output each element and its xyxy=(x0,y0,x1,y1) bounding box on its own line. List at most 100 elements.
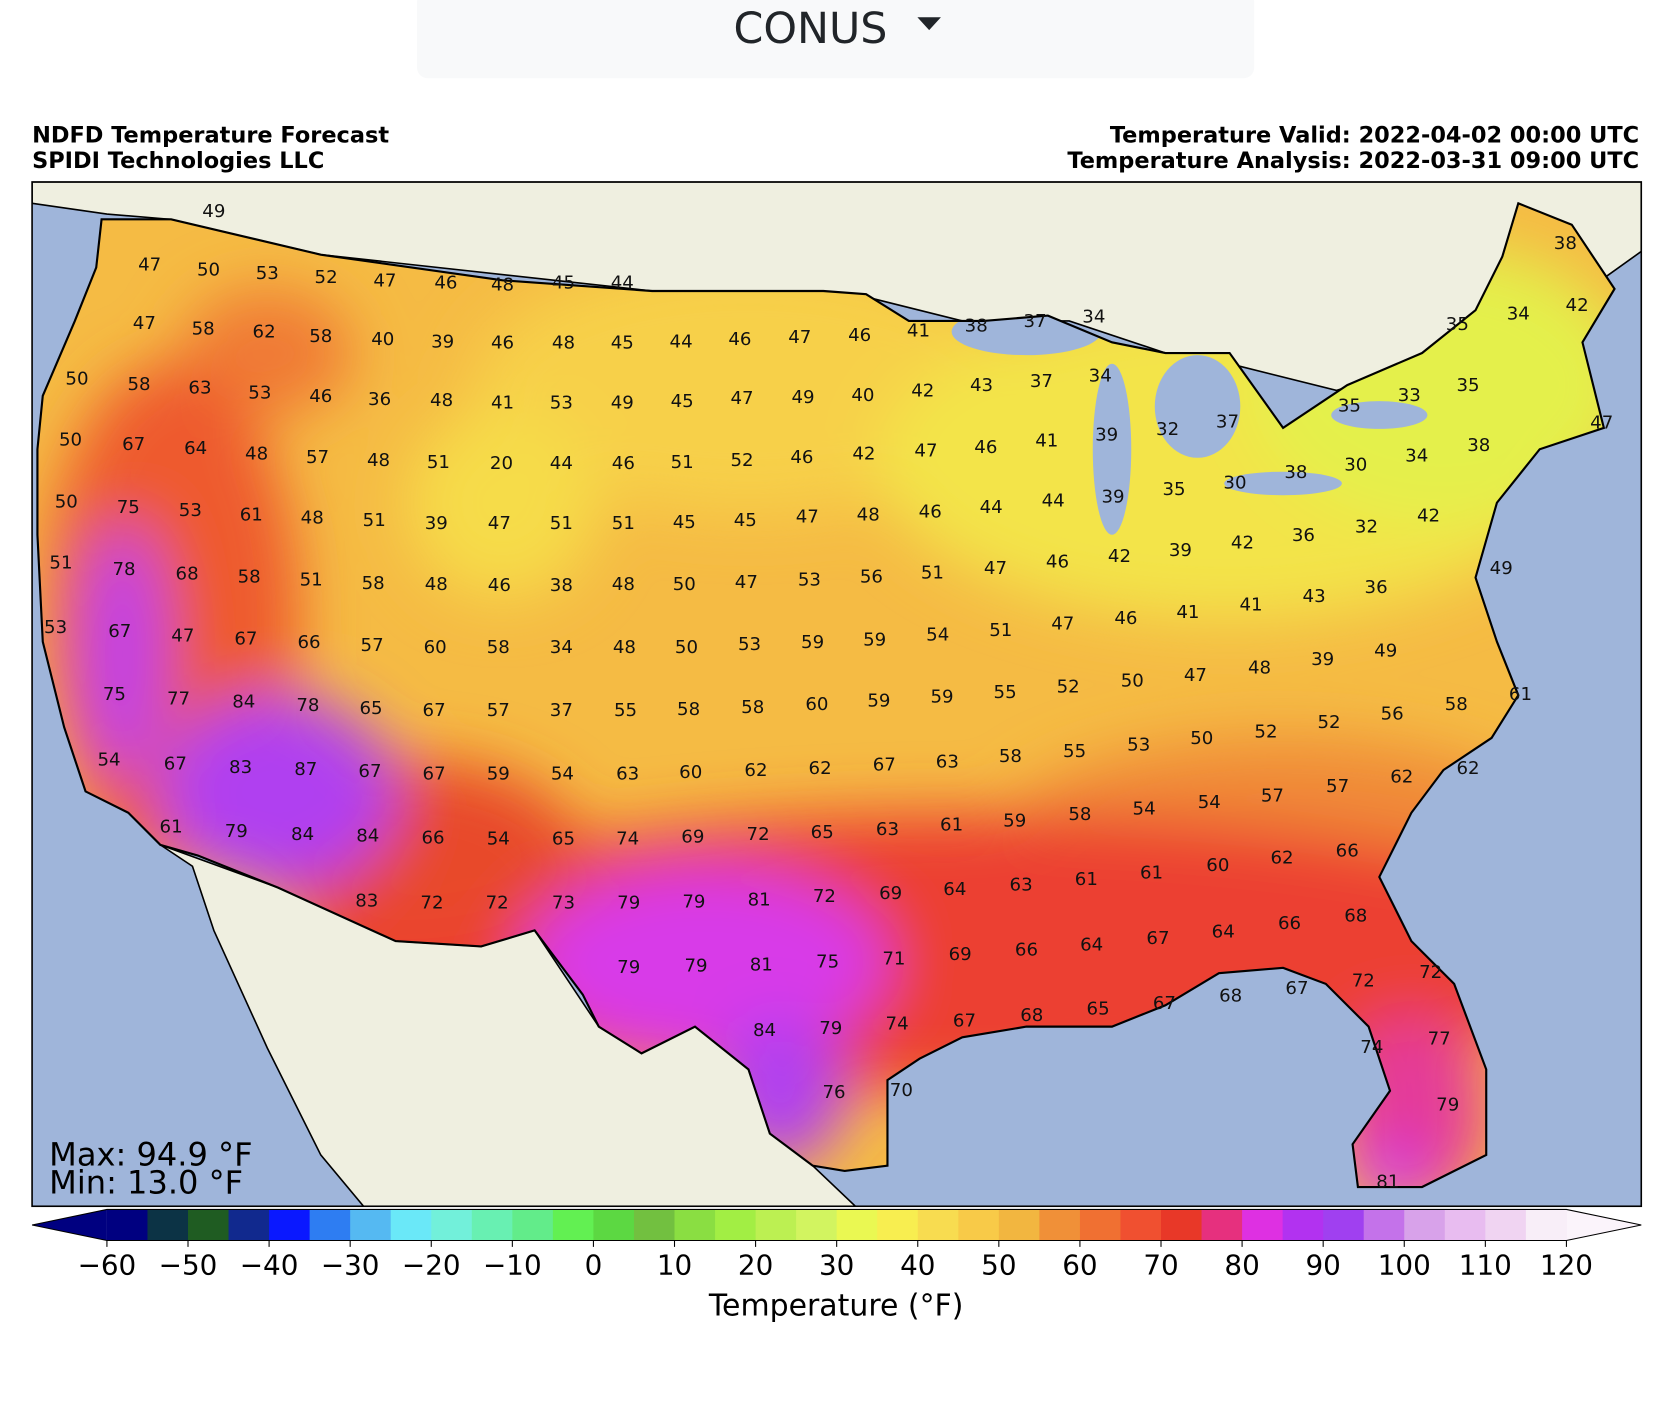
colorbar-bin xyxy=(1161,1209,1203,1241)
station-value: 53 xyxy=(1127,734,1150,755)
header-right: Temperature Valid: 2022-04-02 00:00 UTC xyxy=(1110,122,1639,148)
station-value: 66 xyxy=(297,632,320,653)
colorbar-bin xyxy=(1282,1209,1324,1241)
dropdown-box[interactable] xyxy=(417,0,1255,79)
station-value: 64 xyxy=(1212,922,1235,943)
colorbar-bin xyxy=(1242,1209,1284,1241)
station-value: 67 xyxy=(423,763,446,784)
station-value: 30 xyxy=(1344,454,1367,475)
station-value: 47 xyxy=(1051,614,1074,635)
colorbar-tick-label: 10 xyxy=(657,1249,692,1282)
station-value: 54 xyxy=(926,624,949,645)
station-value: 54 xyxy=(1133,799,1156,820)
station-value: 59 xyxy=(867,691,890,712)
station-value: 52 xyxy=(315,267,338,288)
colorbar-bin xyxy=(958,1209,1000,1241)
station-value: 67 xyxy=(164,754,187,775)
station-value: 44 xyxy=(980,497,1003,518)
station-value: 34 xyxy=(1089,366,1112,387)
station-value: 68 xyxy=(1219,986,1242,1007)
station-value: 47 xyxy=(984,558,1007,579)
station-value: 51 xyxy=(921,562,944,583)
station-value: 37 xyxy=(1216,412,1239,433)
station-value: 72 xyxy=(420,893,443,914)
colorbar-bin xyxy=(917,1209,959,1241)
min-label: Min: 13.0 °F xyxy=(49,1163,243,1201)
station-value: 47 xyxy=(138,254,161,275)
colorbar-bin xyxy=(633,1209,676,1241)
station-value: 47 xyxy=(133,313,156,334)
station-value: 67 xyxy=(423,700,446,721)
station-value: 78 xyxy=(112,559,135,580)
station-value: 67 xyxy=(358,761,381,782)
colorbar-bin xyxy=(552,1209,594,1241)
station-value: 47 xyxy=(1184,665,1207,686)
station-value: 49 xyxy=(791,387,814,408)
station-value: 47 xyxy=(730,388,753,409)
station-value: 55 xyxy=(614,700,637,721)
station-value: 61 xyxy=(240,505,263,526)
station-value: 66 xyxy=(1015,940,1038,961)
colorbar-bin xyxy=(390,1209,432,1241)
station-value: 47 xyxy=(488,513,511,534)
station-value: 72 xyxy=(486,893,509,914)
colorbar-tick-label: 40 xyxy=(900,1249,935,1282)
station-value: 50 xyxy=(1190,728,1213,749)
station-value: 62 xyxy=(744,760,767,781)
colorbar-bin xyxy=(106,1209,148,1241)
station-value: 34 xyxy=(550,637,573,658)
station-labels: 49 47 50 53 52 47 46 48 45 44 47 58 62 58 40 39 46 48 45 44… xyxy=(44,201,1613,1193)
colorbar-bin xyxy=(998,1209,1040,1241)
colorbar: −60 −50 −40 −30 −20 −10 0 10 20 30 40 50 60 70 80 90 100… xyxy=(31,1208,1642,1282)
station-value: 67 xyxy=(1146,928,1169,949)
station-value: 39 xyxy=(425,513,448,534)
station-value: 47 xyxy=(796,507,819,528)
colorbar-tick-label: 80 xyxy=(1224,1249,1259,1282)
region-dropdown[interactable]: CONUS xyxy=(417,0,1255,79)
colorbar-tick-label: −60 xyxy=(78,1249,137,1282)
colorbar-tick-label: −40 xyxy=(240,1249,299,1282)
station-value: 53 xyxy=(256,263,279,284)
station-value: 48 xyxy=(857,505,880,526)
station-value: 58 xyxy=(677,699,700,720)
station-value: 48 xyxy=(1248,657,1271,678)
station-value: 51 xyxy=(49,553,72,574)
station-value: 60 xyxy=(805,694,828,715)
station-value: 51 xyxy=(612,513,635,534)
station-value: 51 xyxy=(671,452,694,473)
station-value: 40 xyxy=(851,385,874,406)
station-value: 41 xyxy=(491,392,514,413)
colorbar-bin xyxy=(796,1209,838,1241)
colorbar-bin xyxy=(1363,1209,1405,1241)
station-value: 58 xyxy=(1445,694,1468,715)
dropdown-label[interactable]: CONUS xyxy=(734,4,888,54)
station-value: 45 xyxy=(671,391,694,412)
station-value: 36 xyxy=(1292,525,1315,546)
station-value: 52 xyxy=(730,450,753,471)
station-value: 45 xyxy=(552,273,575,294)
station-value: 48 xyxy=(245,444,268,465)
colorbar-tick-label: −30 xyxy=(321,1249,380,1282)
station-value: 79 xyxy=(1436,1095,1459,1116)
station-value: 51 xyxy=(300,570,323,591)
station-value: 60 xyxy=(1206,855,1229,876)
station-value: 67 xyxy=(1153,993,1176,1014)
station-value: 75 xyxy=(103,684,126,705)
station-value: 79 xyxy=(682,892,705,913)
station-value: 65 xyxy=(552,829,575,850)
station-value: 50 xyxy=(197,260,220,281)
dropdown-caret[interactable] xyxy=(917,17,941,31)
station-value: 64 xyxy=(184,438,207,459)
map-frame xyxy=(31,181,1643,1208)
station-value: 58 xyxy=(1068,804,1091,825)
station-value: 43 xyxy=(970,375,993,396)
colorbar-tick-label: 60 xyxy=(1062,1249,1097,1282)
station-value: 59 xyxy=(801,632,824,653)
station-value: 68 xyxy=(1344,906,1367,927)
station-value: 53 xyxy=(179,500,202,521)
station-value: 74 xyxy=(1360,1037,1383,1058)
colorbar-tick-label: 0 xyxy=(585,1249,603,1282)
station-value: 84 xyxy=(356,825,379,846)
station-value: 56 xyxy=(860,567,883,588)
